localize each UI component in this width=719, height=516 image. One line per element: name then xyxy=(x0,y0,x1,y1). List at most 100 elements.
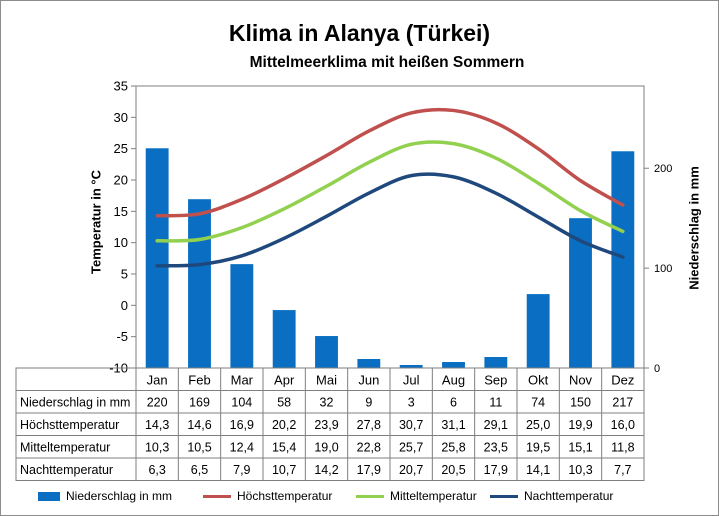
legend-item-low: Nachttemperatur xyxy=(490,489,613,503)
table-row-header: Höchsttemperatur xyxy=(20,418,119,432)
data-label: 32 xyxy=(320,395,334,409)
line-mean-temperature xyxy=(155,140,625,243)
bar-precipitation xyxy=(484,357,508,368)
y-right-tick-label: 100 xyxy=(654,263,672,275)
data-label: 14,6 xyxy=(187,418,211,432)
data-label: 19,9 xyxy=(568,418,592,432)
data-label: 25,0 xyxy=(526,418,550,432)
x-tick-label: Dez xyxy=(611,372,634,387)
legend-label-mean: Mitteltemperatur xyxy=(390,489,477,503)
data-label: 150 xyxy=(570,395,591,409)
bar-precipitation xyxy=(611,151,635,368)
x-tick-label: Jan xyxy=(147,372,168,387)
y-right-tick-label: 0 xyxy=(654,363,660,375)
y-left-tick-label: -5 xyxy=(116,329,128,344)
data-label: 29,1 xyxy=(484,418,508,432)
data-label: 14,2 xyxy=(314,463,338,477)
data-label: 23,5 xyxy=(484,440,508,454)
data-label: 217 xyxy=(612,395,633,409)
y-left-tick-label: 35 xyxy=(114,79,128,94)
data-label: 9 xyxy=(365,395,372,409)
data-label: 17,9 xyxy=(484,463,508,477)
data-label: 6,3 xyxy=(148,463,165,477)
data-label: 25,7 xyxy=(399,440,423,454)
legend-item-mean: Mitteltemperatur xyxy=(356,489,477,503)
legend-label-low: Nachttemperatur xyxy=(524,489,614,503)
x-tick-label: Aug xyxy=(442,372,465,387)
x-tick-label: Nov xyxy=(569,372,593,387)
bar-precipitation xyxy=(399,365,423,368)
y-left-tick-label: 10 xyxy=(114,235,128,250)
bar-precipitation xyxy=(569,218,592,368)
plot-area xyxy=(135,85,645,369)
data-label: 14,1 xyxy=(526,463,550,477)
data-label: 58 xyxy=(277,395,291,409)
data-label: 7,9 xyxy=(233,463,250,477)
bar-precipitation xyxy=(272,310,296,368)
bar-precipitation xyxy=(230,264,254,368)
data-label: 169 xyxy=(189,395,210,409)
legend-label-precipitation: Niederschlag in mm xyxy=(66,489,173,503)
y-left-tick-label: 30 xyxy=(114,110,128,125)
data-label: 11,8 xyxy=(611,440,634,454)
chart-title: Klima in Alanya (Türkei) xyxy=(228,20,491,46)
data-label: 12,4 xyxy=(230,440,254,454)
data-label: 6,5 xyxy=(191,463,208,477)
bar-precipitation xyxy=(357,359,381,368)
x-tick-label: Mai xyxy=(316,372,337,387)
bar-precipitation xyxy=(526,294,550,368)
bar-precipitation xyxy=(145,148,169,368)
x-tick-label: Jul xyxy=(403,372,420,387)
table-row-header: Mitteltemperatur xyxy=(20,440,110,454)
data-label: 74 xyxy=(531,395,545,409)
bar-precipitation xyxy=(442,362,465,368)
legend-swatch-mean xyxy=(356,494,384,498)
data-label: 10,3 xyxy=(568,463,592,477)
data-label: 22,8 xyxy=(357,440,381,454)
data-label: 19,0 xyxy=(314,440,338,454)
data-label: 14,3 xyxy=(145,418,169,432)
data-label: 23,9 xyxy=(314,418,338,432)
data-label: 104 xyxy=(231,395,252,409)
data-label: 10,5 xyxy=(187,440,211,454)
data-label: 15,1 xyxy=(568,440,592,454)
data-label: 15,4 xyxy=(272,440,296,454)
data-label: 30,7 xyxy=(399,418,423,432)
data-label: 31,1 xyxy=(441,418,465,432)
data-label: 7,7 xyxy=(614,463,631,477)
x-tick-label: Jun xyxy=(358,372,379,387)
x-tick-label: Mar xyxy=(231,372,254,387)
x-tick-label: Sep xyxy=(484,372,507,387)
data-label: 19,5 xyxy=(526,440,550,454)
y-left-tick-label: 25 xyxy=(114,141,128,156)
x-tick-label: Feb xyxy=(188,372,210,387)
line-low-temperature xyxy=(155,172,625,268)
data-label: 20,5 xyxy=(441,463,465,477)
data-label: 10,3 xyxy=(145,440,169,454)
y-left-tick-label: 5 xyxy=(121,267,128,282)
legend-item-precipitation: Niederschlag in mm xyxy=(38,489,172,503)
legend-swatch-low xyxy=(490,494,518,498)
legend-swatch-precipitation xyxy=(38,491,60,501)
data-label: 17,9 xyxy=(357,463,381,477)
y-left-tick-label: 15 xyxy=(114,204,128,219)
data-label: 220 xyxy=(147,395,168,409)
y-right-tick-label: 200 xyxy=(654,163,672,175)
legend: Niederschlag in mm Höchsttemperatur Mitt… xyxy=(38,489,698,505)
x-tick-label: Apr xyxy=(274,372,295,387)
table-row-header: Nachttemperatur xyxy=(20,463,113,477)
data-label: 6 xyxy=(450,395,457,409)
data-label: 20,7 xyxy=(399,463,423,477)
chart-subtitle: Mittelmeerklima mit heißen Sommern xyxy=(249,54,525,71)
x-tick-label: Okt xyxy=(528,372,549,387)
data-label: 10,7 xyxy=(272,463,296,477)
data-label: 27,8 xyxy=(357,418,381,432)
bar-precipitation xyxy=(188,199,211,368)
data-label: 16,0 xyxy=(611,418,635,432)
data-label: 11 xyxy=(489,395,502,409)
table-row-header: Niederschlag in mm xyxy=(20,395,130,409)
data-label: 25,8 xyxy=(441,440,465,454)
legend-item-high: Höchsttemperatur xyxy=(203,489,332,503)
data-label: 3 xyxy=(408,395,415,409)
legend-swatch-high xyxy=(203,494,231,498)
